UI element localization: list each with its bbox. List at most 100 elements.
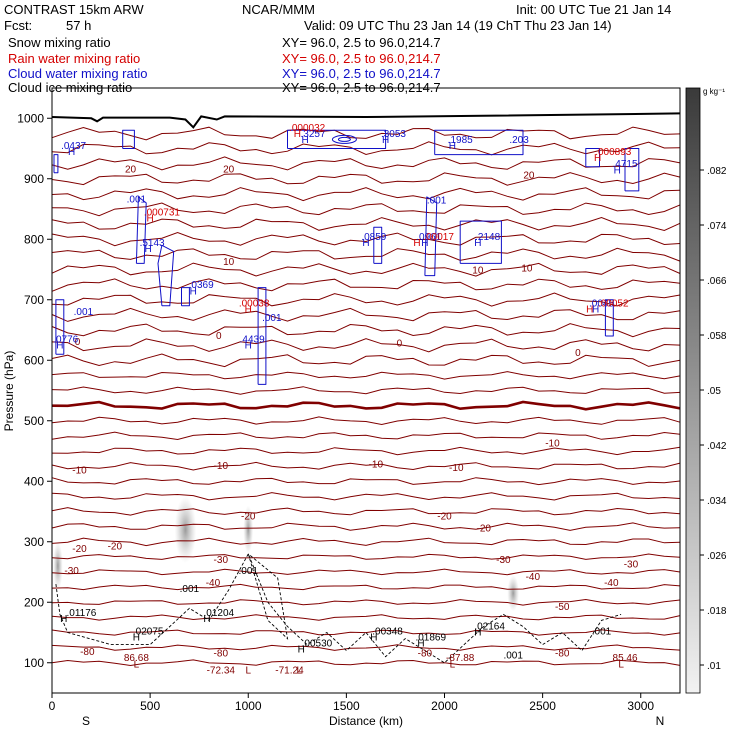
snow-contours — [55, 552, 622, 664]
x-axis-label: Distance (km) — [329, 714, 403, 728]
colorbar-tick-label: .01 — [707, 661, 721, 672]
contour-value-label: -30 — [64, 566, 79, 577]
contour-value-label: 20 — [223, 165, 235, 176]
contour-value-label: .000731 — [144, 208, 181, 219]
cloud-contour — [257, 287, 267, 385]
y-tick-label: 1000 — [17, 111, 44, 125]
cloud-contour — [287, 129, 387, 149]
isotherm-line — [51, 292, 681, 307]
isotherm-line — [51, 307, 681, 322]
contour-value-label: -10 — [449, 463, 464, 474]
colorbar-tick-label: .018 — [707, 606, 727, 617]
cloud-contour — [53, 154, 59, 174]
x-tick-label: 3000 — [627, 699, 654, 713]
isotherm-line — [51, 187, 681, 202]
y-tick-label: 900 — [24, 172, 44, 186]
contour-value-label: -40 — [604, 578, 619, 589]
contour-value-label: .00052 — [598, 298, 629, 309]
contour-value-label: .01204 — [204, 608, 235, 619]
isotherm-line — [51, 477, 681, 486]
contour-value-label: 20 — [125, 165, 137, 176]
contour-value-label: .4439 — [240, 335, 265, 346]
colorbar-tick-label: .074 — [707, 221, 727, 232]
contour-value-label: .02075 — [133, 626, 164, 637]
contour-value-label: H — [133, 632, 140, 643]
isotherm-line — [51, 262, 681, 277]
contour-value-label: -30 — [214, 555, 229, 566]
contour-value-label: .001 — [74, 307, 94, 318]
cloud-contour — [135, 196, 147, 264]
contour-value-label: H — [245, 304, 252, 315]
colorbar-tick-label: .034 — [707, 496, 727, 507]
isotherm-line — [51, 353, 681, 368]
contour-value-label: .0859 — [361, 232, 386, 243]
contour-value-label: 0 — [75, 337, 81, 348]
contour-value-label: .000893 — [595, 147, 632, 158]
cloud-contour — [424, 196, 438, 277]
contour-value-label: H — [370, 632, 377, 643]
contour-value-label: 85.46 — [613, 653, 638, 664]
colorbar-tick-label: .05 — [707, 386, 721, 397]
contour-value-label: H — [68, 147, 75, 158]
contour-value-label: .000032 — [289, 123, 326, 134]
isotherm-line — [51, 126, 681, 141]
cloud-water-contours — [53, 129, 640, 385]
contour-value-label: .2148 — [475, 232, 500, 243]
organization: NCAR/MMM — [242, 2, 315, 17]
contour-value-label: -20 — [477, 523, 492, 534]
contour-value-label: H — [449, 141, 456, 152]
contour-value-label: H — [302, 135, 309, 146]
colorbar-tick-label: .082 — [707, 166, 727, 177]
isotherm-line — [51, 492, 681, 501]
contour-value-label: H — [594, 153, 601, 164]
terrain-surface — [51, 112, 681, 129]
cloud-contour — [585, 148, 600, 168]
contour-value-label: H — [245, 341, 252, 352]
isotherm-line — [51, 522, 681, 531]
contour-value-label: .02164 — [474, 621, 505, 632]
contour-value-label: .00017 — [423, 232, 454, 243]
contour-value-label: .3257 — [300, 129, 325, 140]
contour-value-label: H — [145, 244, 152, 255]
y-tick-label: 500 — [24, 414, 44, 428]
isotherm-line — [51, 278, 681, 292]
contour-value-label: H — [362, 238, 369, 249]
isotherm-line — [51, 431, 681, 441]
temperature-isotherms — [51, 126, 681, 667]
cloud-contour — [157, 244, 175, 307]
isotherm-line — [51, 172, 681, 186]
contour-value-label: .0369 — [189, 280, 214, 291]
legend-snow-xy: XY= 96.0, 2.5 to 96.0,214.7 — [282, 35, 441, 50]
legend-rain-name: Rain water mixing ratio — [8, 51, 141, 66]
isotherm-line — [51, 598, 681, 606]
contour-value-label: H — [474, 628, 481, 639]
contour-value-label: .203 — [509, 135, 529, 146]
contour-value-label: L — [134, 660, 140, 671]
contour-value-label: -20 — [241, 511, 256, 522]
contour-value-label: .0776 — [53, 335, 78, 346]
cloud-contour — [624, 148, 640, 192]
contour-value-label: .0961 — [416, 232, 441, 243]
contour-value-label: .01869 — [415, 632, 446, 643]
legend-snow-name: Snow mixing ratio — [8, 35, 111, 50]
contour-value-label: -80 — [214, 649, 229, 660]
contour-value-label: H — [56, 341, 63, 352]
contour-value-label: .00348 — [372, 626, 403, 637]
contour-value-label: -10 — [72, 465, 87, 476]
x-tick-label: 2000 — [431, 699, 458, 713]
isotherm-line — [51, 231, 681, 247]
contour-value-label: 0 — [216, 331, 222, 342]
cloud-contour — [337, 136, 351, 142]
contour-value-label: -72.34 — [207, 666, 236, 677]
isotherm-line — [51, 386, 681, 395]
contour-value-label: H — [298, 644, 305, 655]
y-axis-label: Pressure (hPa) — [2, 351, 16, 432]
contour-value-label: .4715 — [613, 159, 638, 170]
contour-value-label: -50 — [555, 602, 570, 613]
isotherm-line — [51, 141, 681, 156]
snow-shade-blob — [507, 575, 520, 612]
colorbar-tick-label: .026 — [707, 551, 727, 562]
contour-value-label: H — [474, 238, 481, 249]
isotherm-line — [51, 614, 681, 621]
